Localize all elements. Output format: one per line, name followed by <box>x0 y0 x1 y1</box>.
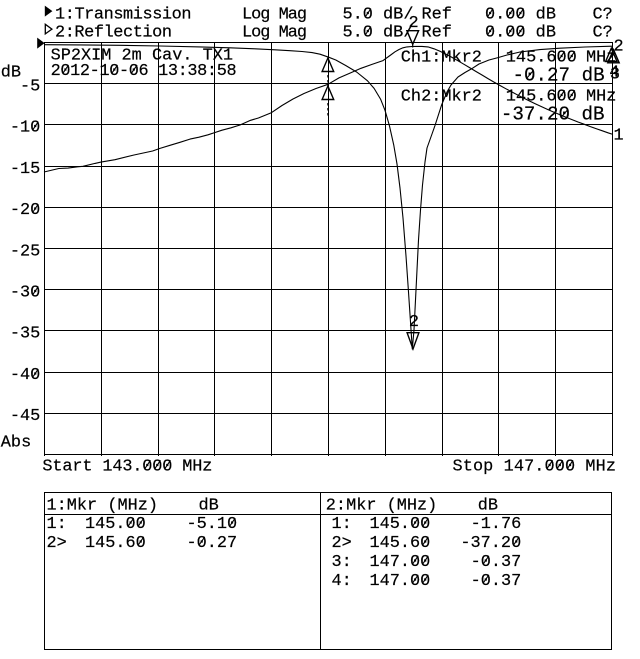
svg-text:2>: 2> <box>332 534 352 553</box>
svg-text:-37.20: -37.20 <box>460 534 521 553</box>
svg-text:-0.37: -0.37 <box>471 572 522 591</box>
svg-text:-30: -30 <box>10 284 40 303</box>
svg-text:-25: -25 <box>10 242 40 261</box>
svg-text:C?: C? <box>593 6 613 25</box>
svg-text:Start 143.000 MHz: Start 143.000 MHz <box>42 457 212 476</box>
svg-text:4: 4 <box>609 64 619 83</box>
svg-text:2: 2 <box>614 38 624 57</box>
svg-text:-15: -15 <box>10 160 40 179</box>
svg-text:-20: -20 <box>10 201 40 220</box>
svg-text:-40: -40 <box>10 366 40 385</box>
svg-text:-5: -5 <box>20 78 40 97</box>
svg-text:-0.37: -0.37 <box>471 553 522 572</box>
svg-text:147.00: 147.00 <box>370 553 431 572</box>
svg-text:Ref: Ref <box>422 6 452 25</box>
svg-text:dB: dB <box>199 497 219 516</box>
svg-text:2: 2 <box>409 14 419 33</box>
svg-text:MHz: MHz <box>586 87 616 106</box>
svg-text:-1.76: -1.76 <box>471 515 522 534</box>
svg-text:-45: -45 <box>10 407 40 426</box>
svg-text:1:Transmission: 1:Transmission <box>55 6 192 25</box>
svg-text:Log Mag: Log Mag <box>242 6 307 25</box>
svg-text:2: 2 <box>409 313 419 332</box>
svg-text:Ch1:Mkr2: Ch1:Mkr2 <box>401 48 482 67</box>
svg-text:1: 1 <box>614 127 624 146</box>
svg-text:-5.10: -5.10 <box>187 515 238 534</box>
svg-text:147.00: 147.00 <box>370 572 431 591</box>
svg-text:1:: 1: <box>332 515 352 534</box>
svg-text:3:: 3: <box>332 553 352 572</box>
svg-text:145.600: 145.600 <box>506 48 577 67</box>
svg-text:2:Mkr (MHz): 2:Mkr (MHz) <box>326 497 438 516</box>
svg-text:C?: C? <box>593 24 613 43</box>
svg-text:Ch2:Mkr2: Ch2:Mkr2 <box>401 87 482 106</box>
svg-text:2012-10-06 13:38:58: 2012-10-06 13:38:58 <box>51 62 237 81</box>
svg-text:Log Mag: Log Mag <box>242 24 307 43</box>
svg-text:1:Mkr (MHz): 1:Mkr (MHz) <box>47 497 159 516</box>
svg-text:2:Reflection: 2:Reflection <box>55 24 172 43</box>
svg-text:145.00: 145.00 <box>370 515 431 534</box>
svg-text:MHz: MHz <box>586 48 616 67</box>
svg-text:Abs: Abs <box>1 433 31 452</box>
svg-text:Ref: Ref <box>422 24 452 43</box>
svg-text:-35: -35 <box>10 325 40 344</box>
svg-text:4:: 4: <box>332 572 352 591</box>
svg-text:3: 3 <box>610 66 620 85</box>
svg-text:-0.27: -0.27 <box>187 534 238 553</box>
svg-text:5.0 dB/: 5.0 dB/ <box>343 24 414 43</box>
svg-text:0.00 dB: 0.00 dB <box>485 24 556 43</box>
svg-text:SP2XIM 2m Cav. TX1: SP2XIM 2m Cav. TX1 <box>51 46 233 65</box>
svg-text:-10: -10 <box>10 119 40 138</box>
svg-text:145.60: 145.60 <box>85 534 146 553</box>
svg-text:0.00 dB: 0.00 dB <box>485 6 556 25</box>
svg-text:Stop 147.000 MHz: Stop 147.000 MHz <box>453 457 617 476</box>
svg-text:1:: 1: <box>47 515 67 534</box>
svg-text:2>: 2> <box>47 534 67 553</box>
svg-text:dB: dB <box>1 63 21 82</box>
svg-text:-37.20 dB: -37.20 dB <box>501 103 605 125</box>
svg-text:145.60: 145.60 <box>370 534 431 553</box>
svg-text:5.0 dB/: 5.0 dB/ <box>343 6 414 25</box>
svg-text:-0.27 dB: -0.27 dB <box>513 64 605 86</box>
svg-text:dB: dB <box>478 497 498 516</box>
svg-text:145.600: 145.600 <box>506 87 577 106</box>
svg-text:145.00: 145.00 <box>85 515 146 534</box>
